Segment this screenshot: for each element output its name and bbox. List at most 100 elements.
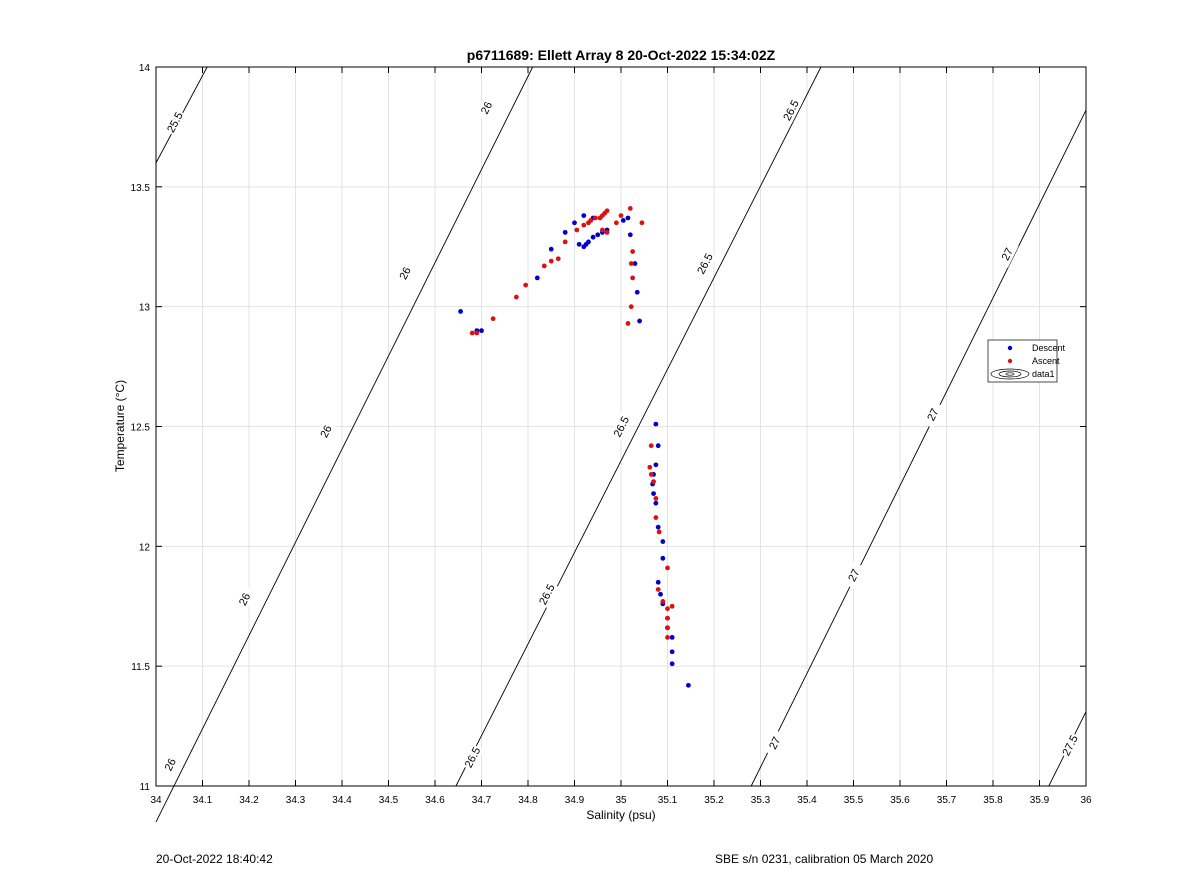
x-tick-label: 35.9 <box>1030 795 1050 806</box>
contour-label-bg <box>693 249 717 278</box>
contour-label-bg <box>762 728 787 757</box>
legend-descent-label: Descent <box>1032 343 1066 353</box>
descent-point <box>581 213 587 218</box>
x-tick-label: 35.8 <box>983 795 1003 806</box>
descent-point <box>660 539 666 544</box>
x-tick-label: 34.7 <box>472 795 492 806</box>
descent-point <box>655 524 661 530</box>
descent-point <box>625 215 631 221</box>
descent-point <box>627 232 633 238</box>
contour-label-bg <box>474 93 498 122</box>
ascent-point <box>574 227 580 233</box>
chart-title: p6711689: Ellett Array 8 20-Oct-2022 15:… <box>467 47 776 63</box>
descent-point <box>590 234 596 240</box>
legend-contour-icon <box>990 368 1030 380</box>
x-axis-label: Salinity (psu) <box>586 808 655 822</box>
descent-point <box>595 232 601 238</box>
x-tick-label: 35.3 <box>751 795 771 806</box>
contour-label-bg <box>920 400 945 429</box>
x-tick-label: 35.7 <box>937 795 957 806</box>
contour-label-bg <box>779 96 803 125</box>
descent-point <box>634 289 640 295</box>
legend[interactable]: Descent Ascent data1 <box>987 339 1066 383</box>
ascent-point <box>625 321 631 326</box>
ascent-point <box>669 603 675 609</box>
x-tick-label: 35.1 <box>658 795 678 806</box>
ascent-point <box>604 229 610 235</box>
x-tick-label: 34.8 <box>518 795 538 806</box>
x-tick-label: 34.9 <box>565 795 585 806</box>
descent-point <box>653 421 659 427</box>
y-tick-label: 11 <box>140 782 151 793</box>
x-tick-label: 34.2 <box>239 795 259 806</box>
descent-point <box>669 635 675 640</box>
ascent-point <box>630 249 636 254</box>
ascent-point <box>665 635 670 640</box>
ascent-point <box>600 227 605 233</box>
descent-point <box>653 500 659 506</box>
legend-ascent-marker <box>1007 358 1013 364</box>
ascent-point <box>513 294 519 300</box>
descent-point <box>655 443 661 449</box>
contour-line <box>155 66 534 823</box>
contour-label: 26 <box>479 100 495 116</box>
descent-point <box>658 591 663 597</box>
y-tick-label: 11.5 <box>131 662 150 673</box>
x-tick-label: 35.5 <box>844 795 864 806</box>
ascent-point <box>665 606 670 612</box>
contour-label: 27 <box>846 567 862 583</box>
descent-point <box>458 309 463 314</box>
ascent-point <box>618 213 624 218</box>
ascent-point <box>469 330 475 336</box>
x-tick-label: 35.6 <box>890 795 910 806</box>
ascent-point <box>648 443 654 449</box>
x-tick-label: 34.5 <box>379 795 399 806</box>
data-points <box>458 206 691 688</box>
contour-label: 27 <box>767 735 783 751</box>
descent-point <box>548 246 554 252</box>
ascent-point <box>653 515 659 520</box>
descent-point <box>620 217 626 223</box>
y-tick-label: 13.5 <box>131 183 151 194</box>
ascent-point <box>628 304 634 310</box>
ascent-point <box>613 220 619 226</box>
x-tick-label: 35.2 <box>704 795 724 806</box>
ascent-point <box>648 472 654 477</box>
contour-label-bg <box>158 750 182 779</box>
ascent-point <box>555 256 561 262</box>
ascent-point <box>588 217 594 223</box>
x-tick-label: 34.3 <box>286 795 306 806</box>
legend-descent-marker <box>1007 345 1013 351</box>
y-tick-label: 13 <box>139 303 151 314</box>
ascent-point <box>474 330 480 336</box>
contour-label: 27 <box>1000 246 1016 262</box>
contour-label-bg <box>232 585 256 613</box>
ascent-point <box>639 220 645 226</box>
ascent-point <box>665 565 670 571</box>
x-tick-label: 34 <box>150 795 162 806</box>
descent-point <box>669 661 675 667</box>
legend-data1-label: data1 <box>1032 369 1055 379</box>
ascent-point <box>665 615 670 621</box>
footer-calibration: SBE s/n 0231, calibration 05 March 2020 <box>715 852 934 866</box>
descent-point <box>686 682 691 688</box>
ascent-point <box>627 206 633 211</box>
descent-point <box>632 261 638 266</box>
contour-label-bg <box>314 417 338 446</box>
x-tick-label: 35 <box>615 795 627 806</box>
ascent-point <box>593 215 598 221</box>
descent-point <box>653 462 659 468</box>
x-tick-label: 34.4 <box>332 795 352 806</box>
y-tick-label: 14 <box>139 63 151 74</box>
contour-label-bg <box>1058 731 1082 760</box>
contour-label-bg <box>162 108 187 137</box>
contour-label-bg <box>393 259 417 287</box>
x-tick-label: 36 <box>1080 795 1092 806</box>
ascent-point <box>581 222 587 228</box>
descent-point <box>586 239 591 245</box>
ascent-point <box>523 282 529 288</box>
y-tick-label: 12.5 <box>131 423 151 434</box>
descent-point <box>655 579 661 585</box>
x-tick-label: 35.4 <box>797 795 817 806</box>
